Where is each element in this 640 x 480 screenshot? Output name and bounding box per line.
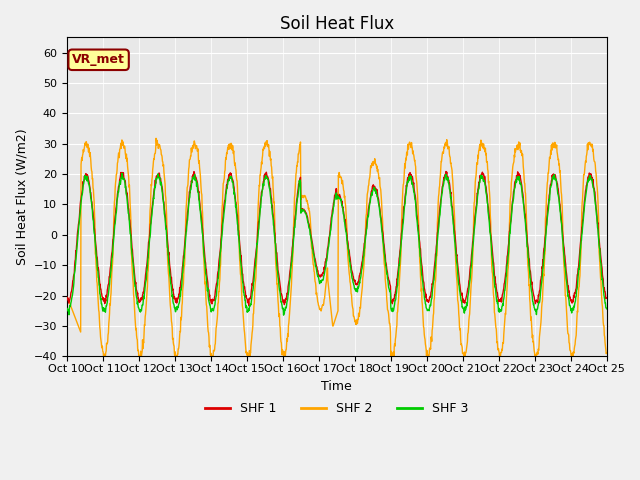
X-axis label: Time: Time: [321, 380, 352, 393]
Text: VR_met: VR_met: [72, 53, 125, 66]
Y-axis label: Soil Heat Flux (W/m2): Soil Heat Flux (W/m2): [15, 129, 28, 265]
Title: Soil Heat Flux: Soil Heat Flux: [280, 15, 394, 33]
Legend: SHF 1, SHF 2, SHF 3: SHF 1, SHF 2, SHF 3: [200, 397, 474, 420]
